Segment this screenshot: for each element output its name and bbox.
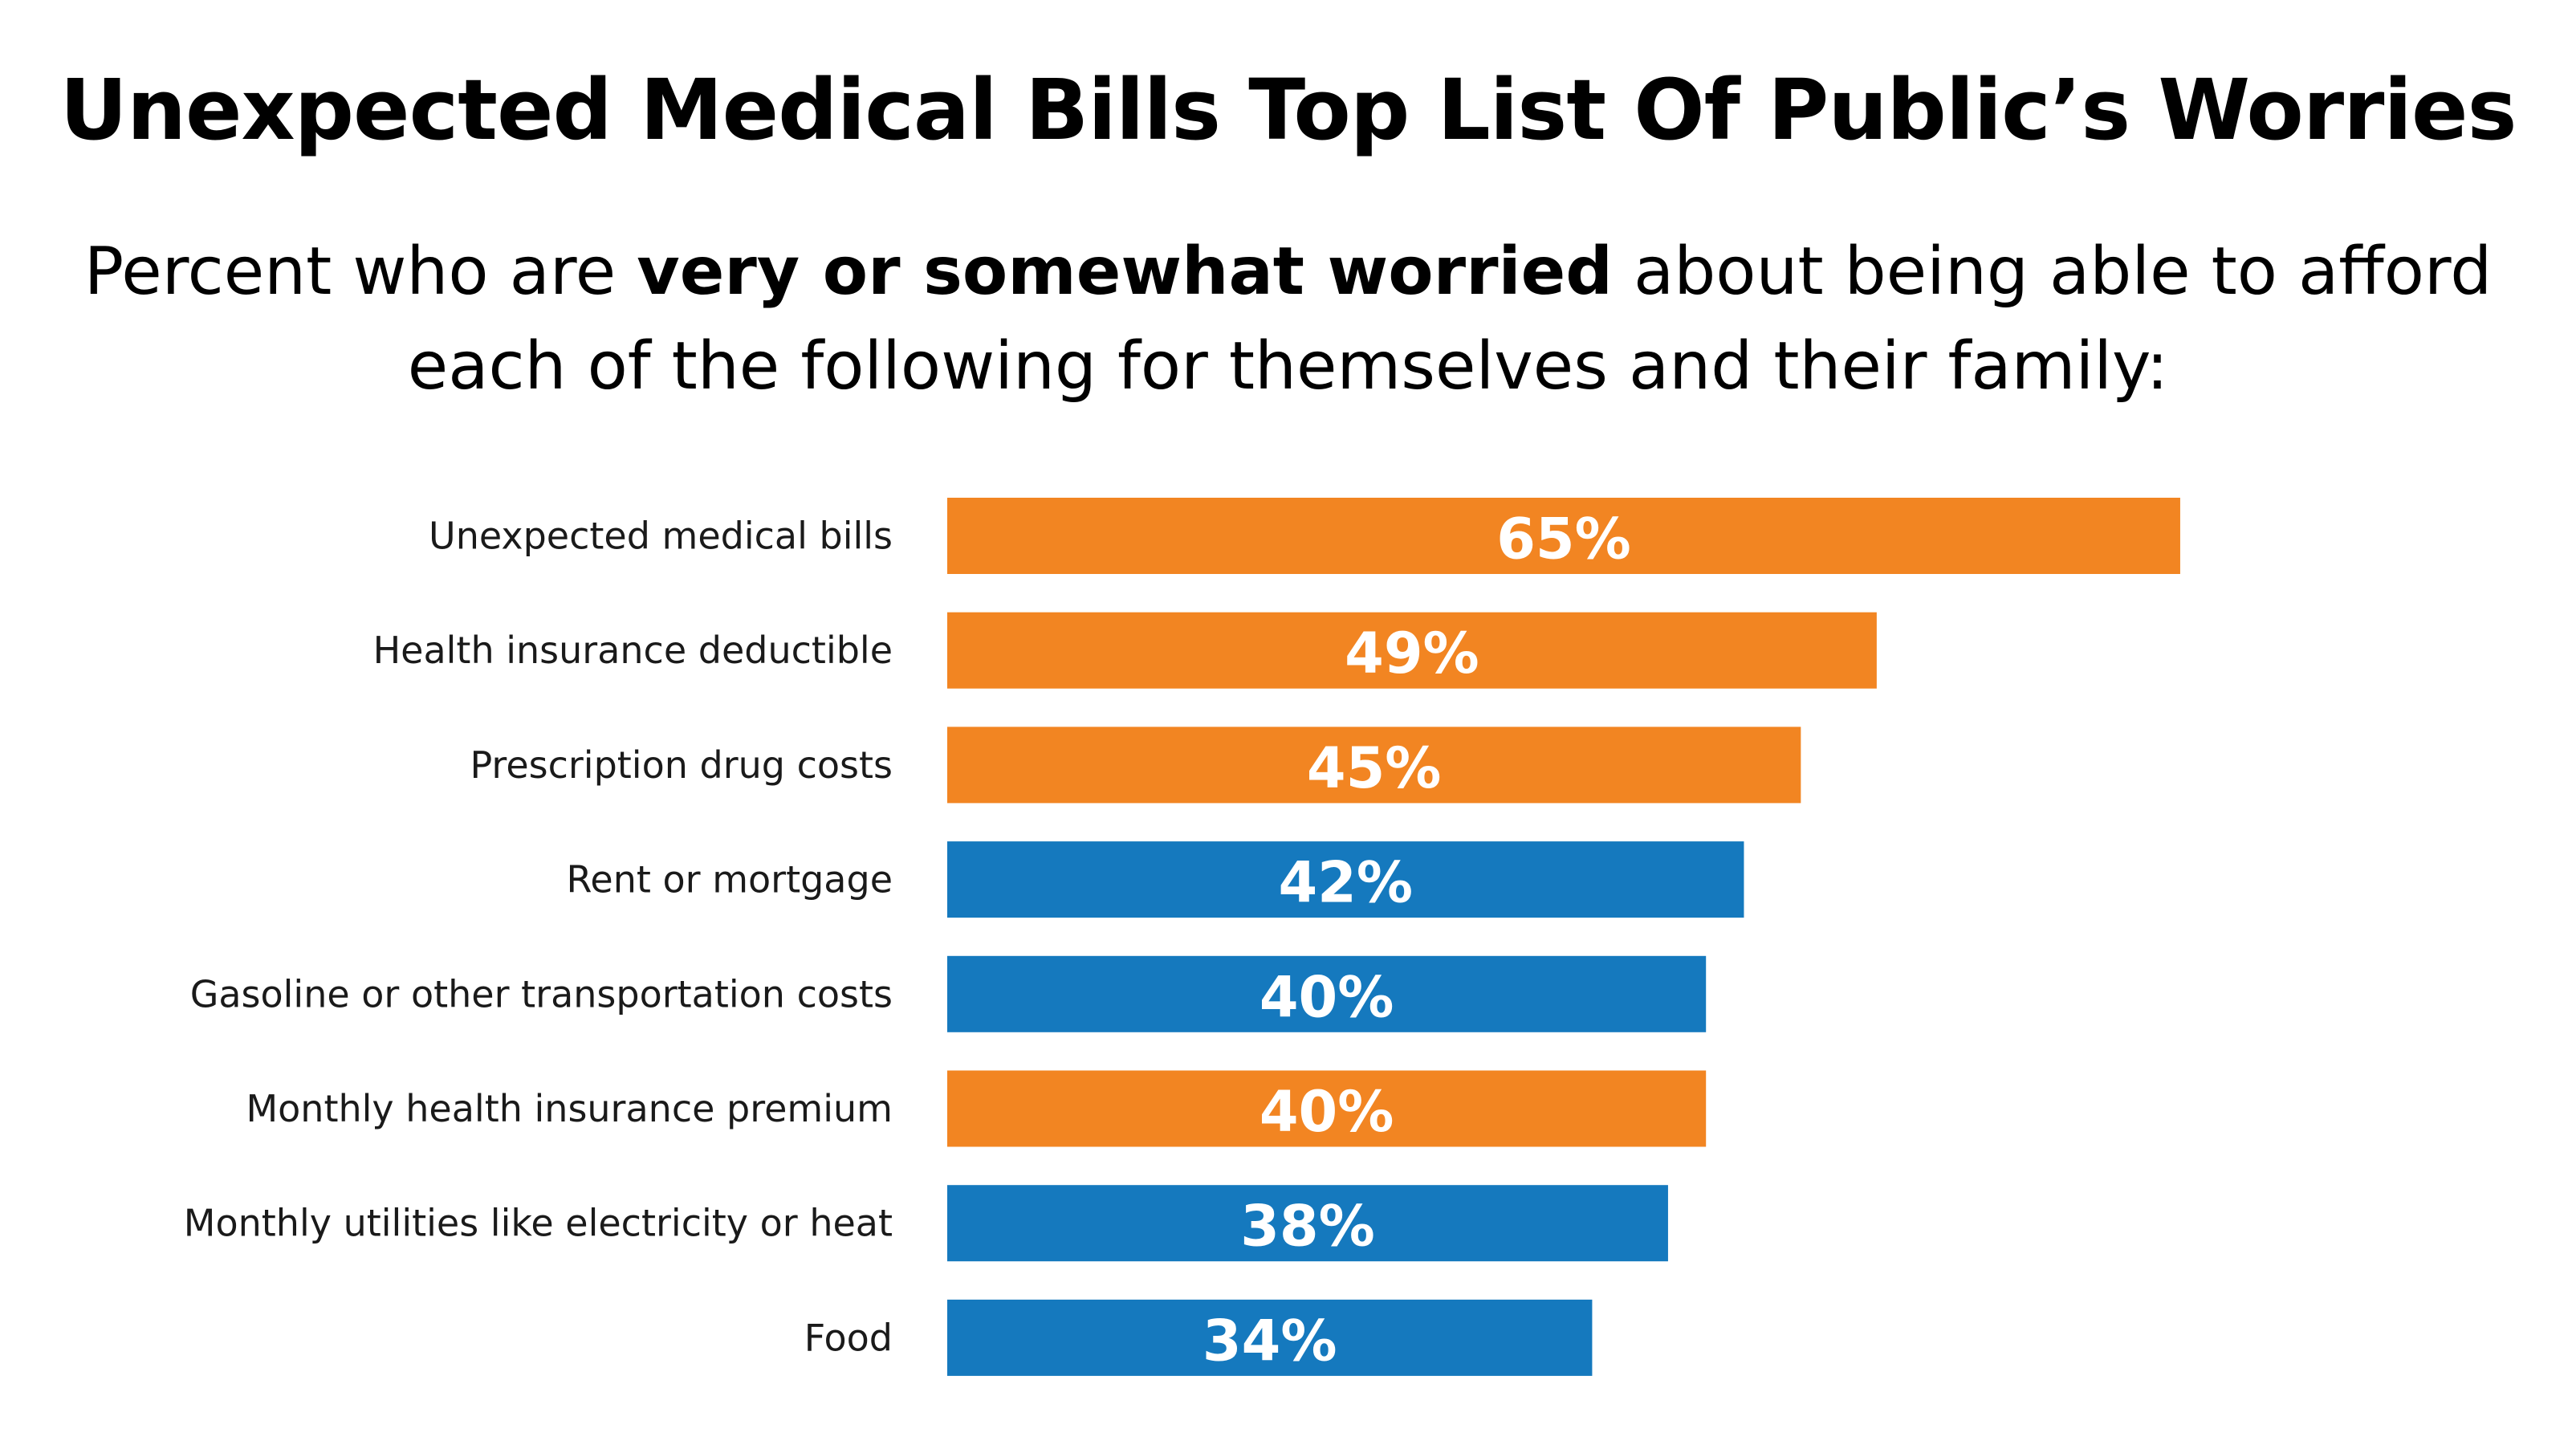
subtitle-prefix: Percent who are	[83, 234, 637, 310]
subtitle-line-1: Percent who are very or somewhat worried…	[0, 225, 2576, 320]
bar-value-label: 45%	[1307, 735, 1442, 801]
chart-subtitle: Percent who are very or somewhat worried…	[0, 225, 2576, 414]
bar	[947, 1185, 1668, 1262]
category-label: Food	[804, 1316, 893, 1359]
bar	[947, 612, 1877, 689]
chart-title: Unexpected Medical Bills Top List Of Pub…	[59, 61, 2517, 159]
category-label: Monthly utilities like electricity or he…	[184, 1202, 893, 1245]
bar	[947, 955, 1707, 1032]
category-label: Prescription drug costs	[470, 743, 893, 787]
bar-value-label: 38%	[1240, 1194, 1375, 1260]
bar	[947, 498, 2180, 574]
bar-value-label: 42%	[1278, 850, 1413, 916]
category-label: Unexpected medical bills	[429, 515, 893, 558]
bar-value-label: 40%	[1260, 1079, 1394, 1145]
bar-value-label: 65%	[1496, 507, 1631, 572]
category-label: Gasoline or other transportation costs	[190, 972, 893, 1016]
bar	[947, 1299, 1593, 1376]
bar-value-label: 40%	[1260, 964, 1394, 1030]
subtitle-suffix: about being able to afford	[1612, 234, 2493, 310]
category-label: Monthly health insurance premium	[246, 1087, 893, 1130]
subtitle-line-2: each of the following for themselves and…	[407, 328, 2169, 405]
subtitle-emphasis: very or somewhat worried	[637, 234, 1613, 310]
category-label: Rent or mortgage	[567, 858, 893, 902]
bar-value-label: 34%	[1203, 1308, 1337, 1374]
category-label: Health insurance deductible	[373, 629, 893, 672]
bar	[947, 1070, 1707, 1147]
bar	[947, 727, 1801, 804]
bar	[947, 841, 1744, 918]
bar-value-label: 49%	[1345, 621, 1479, 686]
